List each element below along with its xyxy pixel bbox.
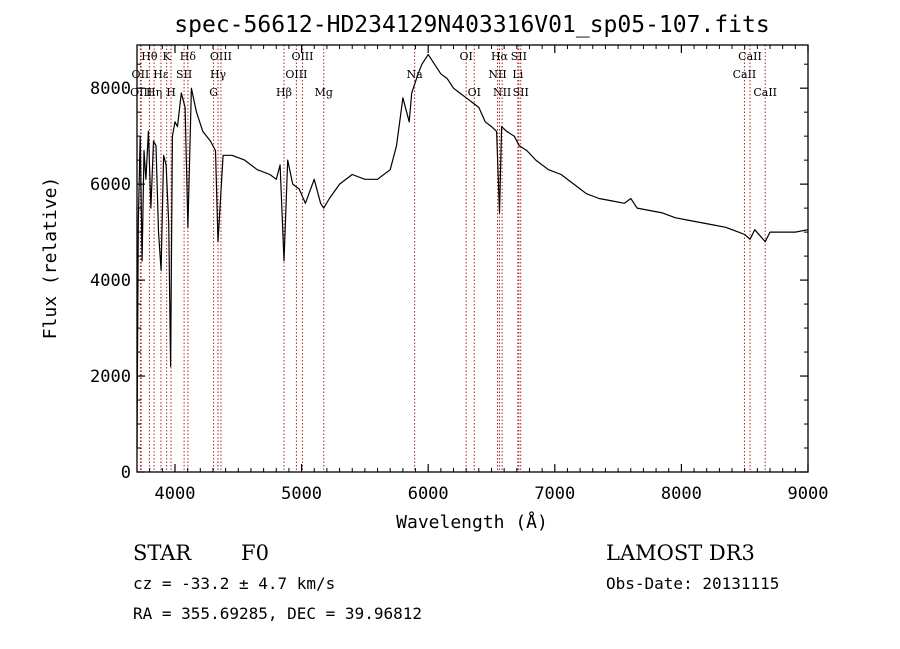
- line-label: SII: [511, 50, 527, 63]
- y-tick-label: 0: [121, 463, 131, 483]
- x-tick-label: 5000: [281, 484, 322, 504]
- line-label: H: [166, 86, 176, 99]
- y-tick-label: 8000: [90, 79, 131, 99]
- line-label: OIII: [285, 68, 307, 81]
- x-tick-label: 4000: [155, 484, 196, 504]
- line-label: Na: [407, 68, 424, 81]
- spectrum-line: [136, 53, 809, 449]
- object-subclass: F0: [241, 541, 269, 565]
- line-label: OI: [468, 86, 481, 99]
- line-label: Li: [512, 68, 523, 81]
- coordinates-text: RA = 355.69285, DEC = 39.96812: [133, 604, 422, 623]
- y-tick-label: 6000: [90, 175, 131, 195]
- line-label: Mg: [315, 86, 333, 99]
- line-label: NII: [488, 68, 506, 81]
- y-axis-label: Flux (relative): [40, 177, 61, 340]
- line-label: Hη: [146, 86, 162, 99]
- line-label: Hγ: [210, 68, 227, 81]
- survey-name: LAMOST DR3: [606, 541, 755, 565]
- line-label: CaII: [738, 50, 762, 63]
- line-label: OIII: [130, 86, 152, 99]
- redshift-text: cz = -33.2 ± 4.7 km/s: [133, 574, 335, 593]
- line-label: Hα: [491, 50, 509, 63]
- line-label: Hδ: [180, 50, 197, 63]
- line-label: NII: [493, 86, 511, 99]
- line-label: G: [209, 86, 218, 99]
- y-tick-label: 4000: [90, 271, 131, 291]
- line-label: CaII: [753, 86, 777, 99]
- object-class: STAR: [133, 541, 192, 565]
- x-tick-label: 9000: [788, 484, 829, 504]
- line-label: OII: [132, 68, 150, 81]
- y-axis-ticks: 0 2000 4000 6000 8000: [90, 63, 808, 483]
- x-axis-ticks: 4000 5000 6000 7000 8000 9000: [149, 45, 829, 504]
- line-label: CaII: [733, 68, 757, 81]
- line-label: Hθ: [141, 50, 158, 63]
- x-tick-label: 6000: [408, 484, 449, 504]
- obs-date-text: Obs-Date: 20131115: [606, 574, 779, 593]
- x-tick-label: 8000: [661, 484, 702, 504]
- line-label: OIII: [291, 50, 313, 63]
- line-label: Hβ: [276, 86, 292, 99]
- line-label: SII: [176, 68, 192, 81]
- spectral-line-markers: [139, 45, 766, 472]
- line-label: K: [163, 50, 172, 63]
- line-label: Hε: [153, 68, 169, 81]
- x-axis-label: Wavelength (Å): [396, 511, 548, 533]
- chart-title: spec-56612-HD234129N403316V01_sp05-107.f…: [174, 12, 769, 38]
- y-tick-label: 2000: [90, 367, 131, 387]
- line-label: OI: [459, 50, 472, 63]
- plot-frame: [136, 44, 809, 473]
- line-label: OIII: [210, 50, 232, 63]
- x-tick-label: 7000: [534, 484, 575, 504]
- line-label: SII: [513, 86, 529, 99]
